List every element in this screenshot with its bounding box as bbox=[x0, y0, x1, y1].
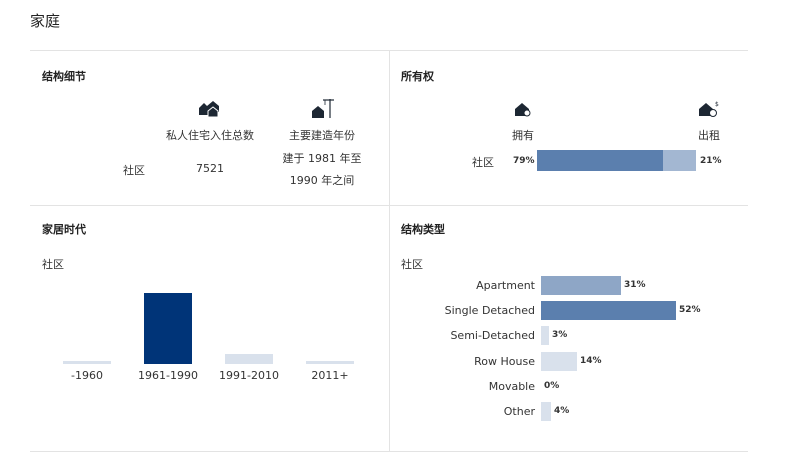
structure-type-category-label: Apartment bbox=[476, 279, 535, 292]
house-crane-icon bbox=[312, 99, 334, 118]
divider-vertical bbox=[389, 51, 390, 451]
rented-bar bbox=[663, 150, 696, 171]
structure-type-value-label: 52% bbox=[679, 305, 701, 315]
home-age-bar bbox=[306, 361, 354, 364]
structure-type-subtitle: 社区 bbox=[401, 258, 423, 271]
home-age-category-label: 1991-2010 bbox=[219, 369, 279, 382]
ownership-title: 所有权 bbox=[401, 70, 434, 83]
rented-pct: 21% bbox=[700, 156, 722, 166]
structure-type-category-label: Movable bbox=[488, 380, 535, 393]
divider-top bbox=[30, 50, 748, 51]
structure-type-category-label: Single Detached bbox=[444, 304, 535, 317]
structure-type-category-label: Row House bbox=[474, 355, 535, 368]
structure-type-value-label: 4% bbox=[554, 406, 570, 416]
structure-type-bar bbox=[541, 301, 676, 320]
house-dollar-icon: $ bbox=[699, 101, 719, 117]
rented-label: 出租 bbox=[698, 129, 720, 142]
owned-pct: 79% bbox=[513, 156, 535, 166]
structure-type-bar bbox=[541, 352, 577, 371]
home-age-bar bbox=[63, 361, 111, 364]
structure-type-value-label: 0% bbox=[544, 381, 560, 391]
home-age-title: 家居时代 bbox=[42, 223, 86, 236]
structure-type-value-label: 14% bbox=[580, 356, 602, 366]
home-age-bar bbox=[144, 293, 192, 364]
build-year-label: 主要建造年份 bbox=[289, 129, 355, 142]
page-title: 家庭 bbox=[30, 12, 61, 30]
structure-row-label: 社区 bbox=[123, 164, 145, 177]
structure-type-category-label: Semi-Detached bbox=[450, 329, 535, 342]
structure-type-bar bbox=[541, 276, 621, 295]
structure-type-category-label: Other bbox=[503, 405, 535, 418]
divider-bottom bbox=[30, 451, 748, 452]
structure-type-title: 结构类型 bbox=[401, 223, 445, 236]
ownership-row-label: 社区 bbox=[472, 156, 494, 169]
structure-details-title: 结构细节 bbox=[42, 70, 86, 83]
structure-type-bar bbox=[541, 326, 549, 345]
build-year-value-line1: 建于 1981 年至 bbox=[282, 152, 362, 165]
owned-label: 拥有 bbox=[512, 129, 534, 142]
houses-icon bbox=[199, 101, 219, 118]
private-homes-label: 私人住宅入住总数 bbox=[166, 129, 254, 142]
home-age-category-label: 1961-1990 bbox=[138, 369, 198, 382]
home-age-bar bbox=[225, 354, 273, 364]
svg-text:$: $ bbox=[715, 101, 719, 108]
house-key-icon bbox=[515, 103, 531, 117]
owned-bar bbox=[537, 150, 663, 171]
home-age-category-label: -1960 bbox=[71, 369, 103, 382]
build-year-value-line2: 1990 年之间 bbox=[289, 174, 355, 187]
private-homes-value: 7521 bbox=[196, 162, 224, 175]
structure-type-value-label: 3% bbox=[552, 330, 568, 340]
structure-type-bar bbox=[541, 402, 551, 421]
structure-type-value-label: 31% bbox=[624, 280, 646, 290]
home-age-category-label: 2011+ bbox=[311, 369, 349, 382]
home-age-subtitle: 社区 bbox=[42, 258, 64, 271]
